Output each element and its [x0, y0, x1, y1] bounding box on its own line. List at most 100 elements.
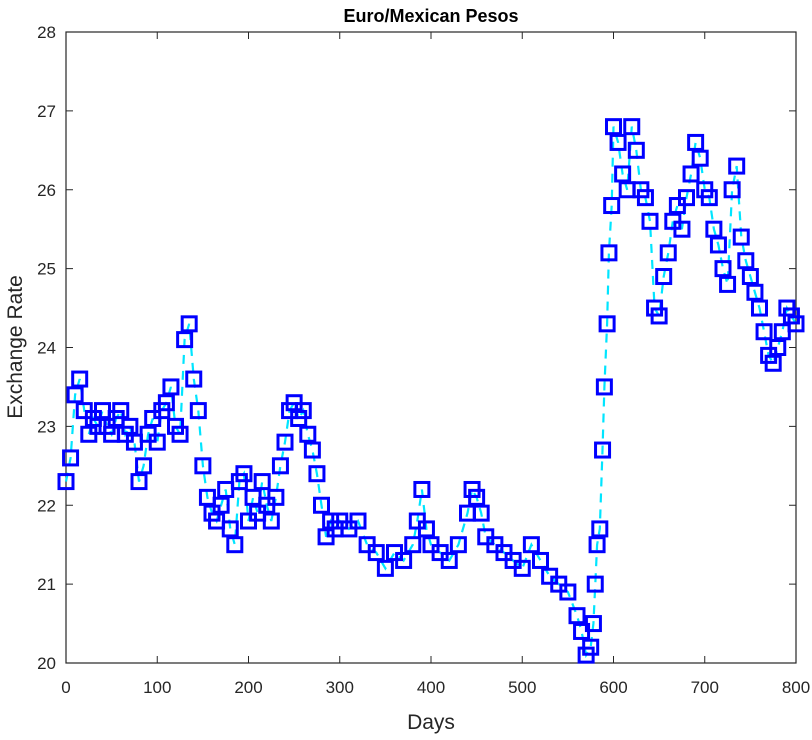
data-point-marker [299, 425, 317, 443]
data-point-marker [584, 615, 602, 633]
data-point-marker [157, 394, 175, 412]
data-point-marker [171, 425, 189, 443]
data-point-marker [687, 133, 705, 151]
data-point-marker [705, 220, 723, 238]
data-point-marker [614, 165, 632, 183]
data-point-marker [641, 212, 659, 230]
data-point-marker [595, 378, 613, 396]
data-point-marker [180, 315, 198, 333]
data-point-marker [746, 283, 764, 301]
data-point-marker [751, 299, 768, 317]
data-point-marker [135, 457, 153, 475]
data-point-marker [764, 354, 782, 372]
data-point-marker [226, 536, 244, 554]
data-point-marker [741, 268, 759, 286]
data-point-marker [112, 402, 130, 420]
data-point-marker [468, 488, 486, 506]
x-tick-label: 800 [782, 678, 810, 697]
data-point-marker [235, 465, 253, 483]
data-point-marker [148, 433, 166, 451]
data-point-marker [404, 536, 422, 554]
data-point-marker [650, 307, 668, 325]
data-point-marker [221, 520, 239, 538]
data-point-marker [769, 339, 787, 356]
data-point-marker [600, 244, 618, 262]
y-tick-label: 28 [37, 23, 56, 42]
data-point-marker [719, 275, 737, 293]
x-tick-label: 100 [143, 678, 171, 697]
data-point-marker [413, 480, 431, 498]
data-point-marker [522, 536, 540, 554]
x-tick-label: 500 [508, 678, 536, 697]
data-point-marker [212, 496, 230, 514]
data-point-marker [176, 331, 194, 349]
data-point-marker [588, 536, 606, 554]
x-tick-label: 0 [61, 678, 70, 697]
data-point-marker [189, 402, 207, 420]
data-point-marker [303, 441, 321, 459]
x-axis: 0 100 200 300 400 500 600 700 800 [61, 32, 810, 697]
y-tick-label: 23 [37, 417, 56, 436]
data-point-marker [271, 457, 289, 475]
data-point-marker [598, 315, 616, 333]
y-tick-label: 21 [37, 575, 56, 594]
data-point-marker [267, 488, 285, 506]
data-point-marker [673, 220, 691, 238]
x-tick-label: 200 [234, 678, 262, 697]
y-tick-label: 24 [37, 339, 56, 358]
data-point-marker [787, 315, 805, 333]
data-point-marker [162, 378, 180, 396]
data-point-marker [709, 236, 727, 254]
data-point-marker [57, 473, 75, 491]
x-tick-label: 400 [417, 678, 445, 697]
data-point-marker [253, 473, 271, 491]
data-point-marker [449, 536, 467, 554]
y-tick-label: 26 [37, 181, 56, 200]
data-point-marker [308, 465, 326, 483]
data-point-marker [732, 228, 750, 246]
series-layer [57, 118, 805, 664]
data-point-marker [737, 252, 755, 270]
data-point-marker [659, 244, 677, 262]
data-point-marker [755, 323, 773, 341]
data-point-marker [440, 551, 458, 569]
y-tick-label: 22 [37, 496, 56, 515]
data-point-marker [586, 575, 604, 593]
y-axis-title: Exchange Rate [4, 275, 27, 419]
data-point-marker [678, 189, 695, 207]
data-point-marker [700, 189, 718, 207]
y-axis: 20 21 22 23 24 25 26 27 28 [37, 23, 796, 673]
data-point-marker [276, 433, 294, 451]
y-tick-label: 20 [37, 654, 56, 673]
data-point-marker [313, 496, 330, 514]
data-point-marker [417, 520, 435, 538]
plot-area [65, 31, 797, 664]
data-point-marker [728, 157, 746, 175]
data-point-marker [71, 370, 89, 388]
data-point-marker [513, 559, 531, 577]
y-tick-label: 25 [37, 260, 56, 279]
x-tick-label: 300 [326, 678, 354, 697]
data-point-marker [691, 149, 709, 167]
data-point-marker [682, 165, 700, 183]
data-point-marker [559, 583, 577, 601]
data-point-marker [185, 370, 203, 388]
data-point-marker [605, 118, 622, 136]
data-point-marker [603, 197, 621, 215]
data-point-marker [472, 504, 490, 522]
data-point-marker [262, 512, 280, 530]
x-tick-label: 600 [599, 678, 627, 697]
data-point-marker [130, 473, 148, 491]
y-tick-label: 27 [37, 102, 56, 121]
data-point-marker [66, 386, 84, 404]
data-point-marker [568, 607, 586, 625]
data-point-marker [636, 189, 654, 207]
chart-title: Euro/Mexican Pesos [343, 6, 518, 26]
x-axis-title: Days [407, 711, 455, 734]
data-point-marker [723, 181, 741, 199]
data-point-marker [121, 417, 139, 435]
data-point-marker [714, 260, 732, 278]
x-tick-label: 700 [691, 678, 719, 697]
data-point-marker [194, 457, 212, 475]
